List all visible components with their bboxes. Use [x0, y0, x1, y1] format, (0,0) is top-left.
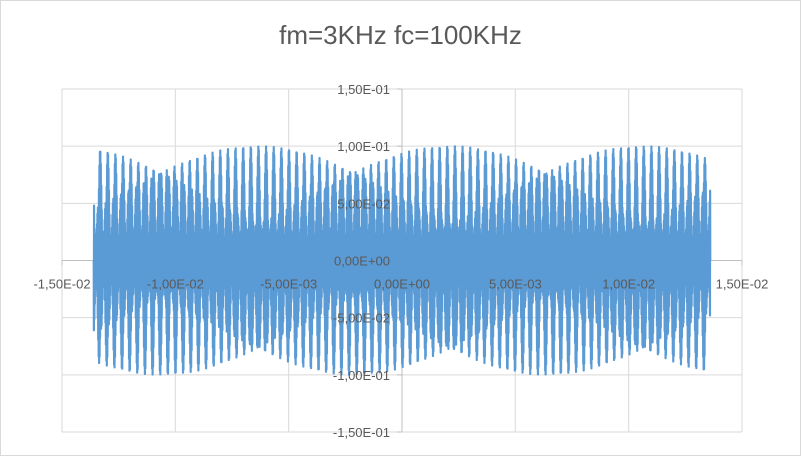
series-line [92, 145, 712, 376]
x-tick-label: 1,50E-02 [716, 277, 769, 292]
y-tick-label: 1,50E-01 [337, 82, 390, 97]
series-group [92, 145, 712, 376]
y-tick-label: 0,00E+00 [334, 254, 390, 269]
x-tick-label: -1,50E-02 [33, 277, 90, 292]
y-tick-label: 5,00E-02 [337, 196, 390, 211]
x-tick-label: -1,00E-02 [147, 277, 204, 292]
x-tick-labels: -1,50E-02 -1,00E-02 -5,00E-03 0,00E+00 5,00E… [33, 277, 768, 292]
y-tick-labels: 1,50E-01 1,00E-01 5,00E-02 0,00E+00 -5,00E-0… [333, 82, 390, 440]
x-tick-label: 1,00E-02 [602, 277, 655, 292]
x-tick-label: -5,00E-03 [260, 277, 317, 292]
chart-title: fm=3KHz fc=100KHz [279, 20, 522, 50]
x-tick-label: 0,00E+00 [374, 277, 430, 292]
y-tick-label: -1,00E-01 [333, 368, 390, 383]
y-tick-label: 1,00E-01 [337, 139, 390, 154]
x-tick-label: 5,00E-03 [489, 277, 542, 292]
y-tick-label: -1,50E-01 [333, 425, 390, 440]
y-tick-label: -5,00E-02 [333, 311, 390, 326]
